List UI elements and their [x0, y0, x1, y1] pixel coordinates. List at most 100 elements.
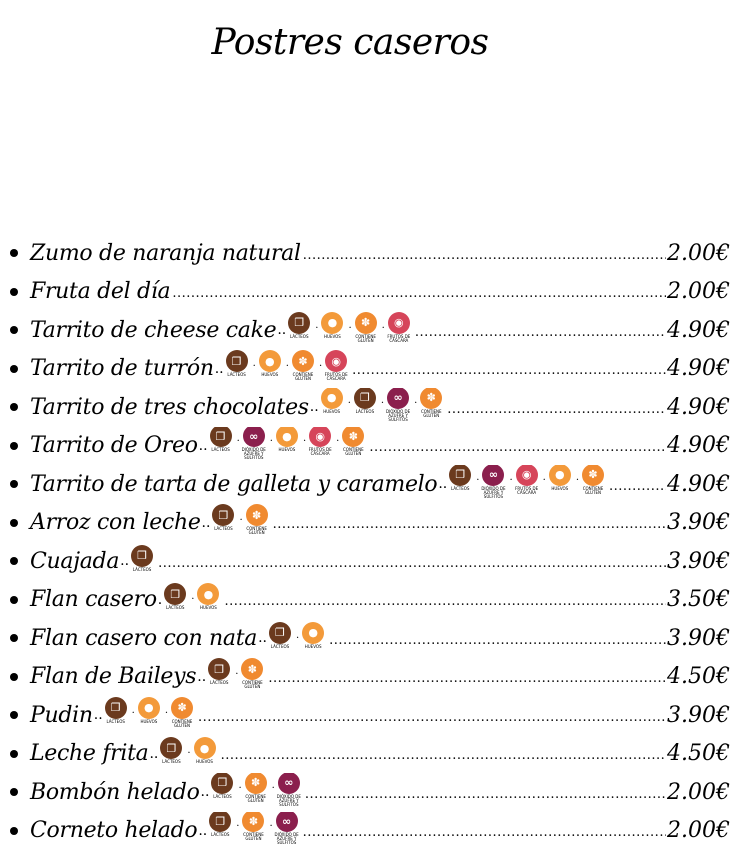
icon-separator: . [269, 818, 272, 829]
huevos-icon: ● [321, 388, 343, 409]
dot-separator: .. [199, 438, 208, 454]
sulfitos-icon: ∞ [243, 427, 265, 448]
dot-leader [352, 363, 666, 388]
allergen-label: LÁCTEOS [286, 335, 312, 339]
sulfitos-icon: ∞ [387, 388, 409, 409]
icon-separator: . [336, 433, 339, 444]
menu-item: Arroz con leche..❐LÁCTEOS.✽CONTIENE GLUT… [8, 504, 730, 543]
allergen-label: LÁCTEOS [210, 527, 236, 531]
icon-separator: . [165, 705, 168, 716]
gluten-icon: ✽ [171, 697, 193, 719]
item-price: 4.90€ [667, 433, 730, 458]
icon-separator: . [270, 433, 273, 444]
allergen-label: LÁCTEOS [103, 720, 129, 724]
gluten-icon: ✽ [242, 812, 264, 833]
allergen-label: FRUTOS DE CÁSCARA [386, 335, 412, 343]
gluten-icon: ✽ [241, 658, 263, 680]
item-name: Tarrito de tarta de galleta y caramelo [30, 472, 437, 497]
gluten-allergen-icon: ✽CONTIENE GLUTEN [243, 773, 269, 803]
icon-separator: . [239, 512, 242, 523]
huevos-icon: ● [302, 622, 324, 644]
lacteos-allergen-icon: ❐LÁCTEOS [447, 465, 473, 491]
allergen-label: LÁCTEOS [267, 645, 293, 649]
dot-leader [221, 748, 666, 773]
item-price: 3.90€ [667, 549, 730, 574]
allergen-icons: ❐LÁCTEOS.✽CONTIENE GLUTEN.∞DIÓXIDO DE AZ… [207, 812, 301, 846]
lacteos-allergen-icon: ❐LÁCTEOS [224, 350, 250, 377]
menu-item: Flan casero con nata..❐LÁCTEOS.●HUEVOS3.… [8, 619, 730, 658]
lacteos-allergen-icon: ❐LÁCTEOS [208, 427, 234, 453]
huevos-allergen-icon: ●HUEVOS [192, 737, 218, 764]
sulfitos-icon: ∞ [276, 812, 298, 833]
allergen-icons: ❐LÁCTEOS.∞DIÓXIDO DE AZUFRE Y SULFITOS.◉… [447, 465, 608, 499]
gluten-allergen-icon: ✽CONTIENE GLUTEN [340, 427, 366, 457]
lacteos-allergen-icon: ❐LÁCTEOS [207, 812, 233, 838]
allergen-label: HUEVOS [274, 448, 300, 452]
lacteos-icon: ❐ [211, 773, 233, 794]
dot-separator: .. [438, 476, 447, 492]
bullet [10, 557, 18, 565]
item-name: Corneto helado [30, 818, 197, 843]
allergen-label: LÁCTEOS [208, 448, 234, 452]
icon-separator: . [235, 666, 238, 677]
item-price: 3.90€ [667, 510, 730, 535]
dot-leader [158, 556, 666, 581]
icon-separator: . [381, 395, 384, 406]
menu-item: Fruta del día2.00€ [8, 273, 730, 312]
item-name: Tarrito de cheese cake [30, 318, 276, 343]
allergen-label: HUEVOS [547, 487, 573, 491]
sulfitos-allergen-icon: ∞DIÓXIDO DE AZUFRE Y SULFITOS [274, 812, 300, 846]
allergen-icons: ❐LÁCTEOS.●HUEVOS [267, 622, 328, 649]
dot-separator: .. [202, 515, 211, 531]
allergen-label: CONTIENE GLUTEN [243, 795, 269, 803]
allergen-label: CONTIENE GLUTEN [239, 681, 265, 689]
item-price: 2.00€ [667, 241, 730, 266]
item-name: Flan de Baileys [30, 664, 196, 689]
icon-separator: . [319, 358, 322, 369]
item-price: 3.50€ [667, 587, 730, 612]
item-name: Arroz con leche [30, 510, 201, 535]
sulfitos-icon: ∞ [482, 465, 504, 486]
gluten-allergen-icon: ✽CONTIENE GLUTEN [240, 812, 266, 842]
menu-item: Tarrito de cheese cake..❐LÁCTEOS.●HUEVOS… [8, 311, 730, 350]
bullet [10, 711, 18, 719]
huevos-allergen-icon: ●HUEVOS [319, 312, 345, 339]
menu-item: Tarrito de tarta de galleta y caramelo..… [8, 465, 730, 504]
icon-separator: . [303, 433, 306, 444]
dot-separator: .. [94, 707, 103, 723]
allergen-icons: ❐LÁCTEOS.✽CONTIENE GLUTEN [206, 658, 267, 689]
dessert-list: Zumo de naranja natural2.00€Fruta del dí… [8, 234, 730, 850]
bullet [10, 480, 18, 488]
page-title: Postres caseros [0, 22, 700, 63]
icon-separator: . [348, 395, 351, 406]
dot-leader [329, 633, 666, 658]
allergen-icons: ❐LÁCTEOS.●HUEVOS.✽CONTIENE GLUTEN [103, 697, 197, 728]
dot-separator: .. [201, 784, 210, 800]
item-name: Leche frita [30, 741, 148, 766]
icon-separator: . [576, 472, 579, 483]
icon-separator: . [382, 320, 385, 331]
dot-separator: .. [197, 669, 206, 685]
menu-item: Bombón helado..❐LÁCTEOS.✽CONTIENE GLUTEN… [8, 773, 730, 812]
menu-item: Tarrito de Oreo..❐LÁCTEOS.∞DIÓXIDO DE AZ… [8, 427, 730, 466]
bullet [10, 442, 18, 450]
item-name: Cuajada [30, 549, 119, 574]
icon-separator: . [132, 705, 135, 716]
item-name: Tarrito de tres chocolates [30, 395, 309, 420]
allergen-label: LÁCTEOS [207, 833, 233, 837]
bullet [10, 519, 18, 527]
icon-separator: . [237, 433, 240, 444]
lacteos-icon: ❐ [288, 312, 310, 334]
huevos-icon: ● [321, 312, 343, 334]
lacteos-icon: ❐ [208, 658, 230, 680]
sulfitos-allergen-icon: ∞DIÓXIDO DE AZUFRE Y SULFITOS [385, 388, 411, 422]
huevos-allergen-icon: ●HUEVOS [195, 583, 221, 610]
menu-item: Tarrito de turrón..❐LÁCTEOS.●HUEVOS.✽CON… [8, 350, 730, 389]
frutos-icon: ◉ [325, 350, 347, 372]
dot-leader [268, 671, 666, 696]
menu-item: Flan casero.❐LÁCTEOS.●HUEVOS3.50€ [8, 581, 730, 620]
allergen-label: FRUTOS DE CÁSCARA [307, 448, 333, 456]
bullet [10, 326, 18, 334]
dot-leader [273, 517, 666, 542]
huevos-icon: ● [276, 427, 298, 448]
